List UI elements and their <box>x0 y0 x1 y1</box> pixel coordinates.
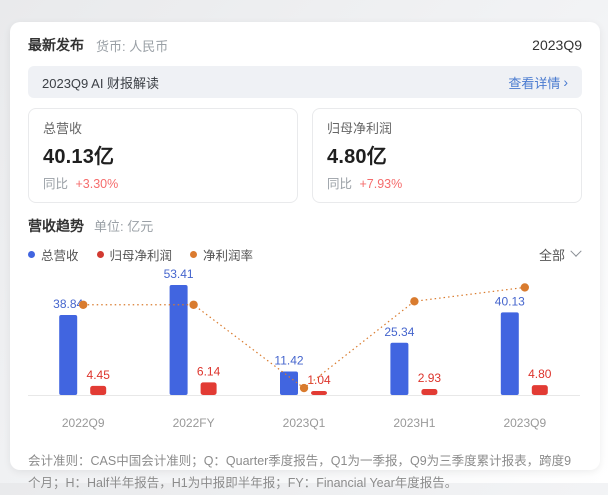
trend-title: 营收趋势 <box>28 218 84 234</box>
legend-item-margin[interactable]: 净利润率 <box>190 245 253 264</box>
profit-bar-label: 2.93 <box>418 371 442 385</box>
x-axis-label: 2023Q1 <box>283 416 326 430</box>
yoy-value: +3.30% <box>75 177 119 191</box>
yoy-label: 同比 <box>327 177 353 191</box>
card-label: 总营收 <box>43 121 83 136</box>
revenue-bar[interactable] <box>169 285 188 395</box>
currency-label: 货币: 人民币 <box>96 38 169 54</box>
margin-point[interactable] <box>520 283 529 292</box>
chart-container: 38.84 4.45 2022Q9 53.41 6.14 2022FY 11.42 1.04 2… <box>28 267 582 439</box>
revenue-bar[interactable] <box>390 342 409 395</box>
card-value: 40.13亿 <box>43 146 115 168</box>
margin-point[interactable] <box>79 300 88 309</box>
profit-bar-label: 6.14 <box>197 364 221 378</box>
legend-item-revenue[interactable]: 总营收 <box>28 245 79 264</box>
card-yoy-row: 同比 +7.93% <box>327 173 567 192</box>
profit-bar-label: 4.45 <box>87 368 111 382</box>
margin-point[interactable] <box>410 297 419 306</box>
card-label: 归母净利润 <box>327 121 393 136</box>
profit-bar[interactable] <box>90 385 107 395</box>
unit-label: 单位: 亿元 <box>94 219 154 234</box>
filter-selected-value: 全部 <box>538 247 565 263</box>
revenue-bar-label: 25.34 <box>384 325 414 339</box>
legend-dot-blue-icon <box>28 250 35 258</box>
chevron-right-icon: › <box>563 74 568 90</box>
margin-line <box>83 286 525 389</box>
legend-label: 总营收 <box>41 248 79 263</box>
view-details-link[interactable]: 查看详情 › <box>508 73 568 92</box>
report-panel: 最新发布 货币: 人民币 2023Q9 2023Q9 AI 财报解读 查看详情 … <box>10 22 600 490</box>
x-axis-label: 2022FY <box>173 416 215 430</box>
margin-point[interactable] <box>189 300 198 309</box>
legend-label: 归母净利润 <box>109 248 173 263</box>
legend-dot-red-icon <box>96 250 104 258</box>
revenue-bar-label: 11.42 <box>274 353 303 367</box>
profit-bar-label: 4.80 <box>528 367 552 381</box>
margin-point[interactable] <box>299 383 309 393</box>
yoy-value: +7.93% <box>359 177 403 191</box>
header: 最新发布 货币: 人民币 2023Q9 <box>28 32 582 58</box>
trend-chart[interactable]: 38.84 4.45 2022Q9 53.41 6.14 2022FY 11.42 1.04 2… <box>28 267 580 439</box>
page-title: 最新发布 <box>28 37 84 53</box>
legend-row: 总营收 归母净利润 净利润率 全部 <box>28 245 582 263</box>
revenue-bar[interactable] <box>280 371 298 395</box>
revenue-bar-label: 40.13 <box>495 294 525 308</box>
x-axis-label: 2023H1 <box>393 416 435 430</box>
footnote: 会计准则：CAS中国会计准则；Q：Quarter季度报告，Q1为一季报，Q9为三… <box>28 454 572 490</box>
revenue-bar[interactable] <box>59 315 78 395</box>
x-axis-label: 2022Q9 <box>62 416 105 430</box>
card-yoy-row: 同比 +3.30% <box>43 173 283 192</box>
yoy-label: 同比 <box>43 177 69 191</box>
x-axis-label: 2023Q9 <box>503 416 546 430</box>
revenue-bar[interactable] <box>500 312 519 395</box>
trend-section-header: 营收趋势 单位: 亿元 <box>28 216 582 236</box>
revenue-bar-label: 53.41 <box>164 267 194 281</box>
profit-bar[interactable] <box>200 382 217 395</box>
profit-bar[interactable] <box>421 388 438 395</box>
period-label: 2023Q9 <box>532 37 582 53</box>
view-details-label: 查看详情 <box>508 75 561 91</box>
legend-item-net-profit[interactable]: 归母净利润 <box>96 245 173 264</box>
summary-cards: 总营收 40.13亿 同比 +3.30% 归母净利润 4.80亿 同比 +7.9… <box>28 108 582 203</box>
profit-bar-label: 1.04 <box>307 373 331 387</box>
legend-dot-orange-icon <box>190 250 198 258</box>
period-filter-dropdown[interactable]: 全部 <box>537 243 582 266</box>
revenue-bar-label: 38.84 <box>53 297 83 311</box>
profit-bar[interactable] <box>311 391 327 395</box>
net-profit-card: 归母净利润 4.80亿 同比 +7.93% <box>312 108 582 203</box>
legend-label: 净利润率 <box>203 248 254 263</box>
banner-title: 2023Q9 AI 财报解读 <box>42 75 160 91</box>
total-revenue-card: 总营收 40.13亿 同比 +3.30% <box>28 108 298 203</box>
ai-report-banner: 2023Q9 AI 财报解读 查看详情 › <box>28 66 582 98</box>
chevron-down-icon <box>570 245 582 257</box>
profit-bar[interactable] <box>531 385 548 395</box>
card-value: 4.80亿 <box>327 146 387 168</box>
